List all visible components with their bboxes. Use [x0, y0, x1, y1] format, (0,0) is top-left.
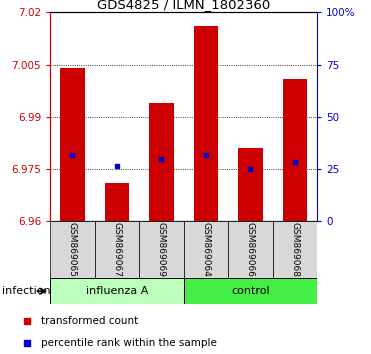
Text: GSM869067: GSM869067: [112, 222, 121, 277]
Text: control: control: [231, 286, 270, 296]
Text: GSM869065: GSM869065: [68, 222, 77, 277]
Bar: [60, 68, 85, 221]
Bar: [139, 221, 184, 278]
Text: GSM869068: GSM869068: [290, 222, 299, 277]
Text: GSM869069: GSM869069: [157, 222, 166, 277]
Text: GSM869064: GSM869064: [201, 222, 210, 277]
Bar: [283, 79, 307, 221]
Text: transformed count: transformed count: [41, 315, 138, 326]
Text: GSM869066: GSM869066: [246, 222, 255, 277]
Text: infection: infection: [2, 286, 50, 296]
Bar: [228, 221, 273, 278]
Bar: [149, 103, 174, 221]
Bar: [50, 278, 184, 304]
Bar: [194, 26, 218, 221]
Text: percentile rank within the sample: percentile rank within the sample: [41, 338, 217, 348]
Bar: [95, 221, 139, 278]
Title: GDS4825 / ILMN_1802360: GDS4825 / ILMN_1802360: [97, 0, 270, 11]
Bar: [273, 221, 317, 278]
Bar: [184, 221, 228, 278]
Bar: [50, 221, 95, 278]
Bar: [184, 278, 317, 304]
Text: influenza A: influenza A: [86, 286, 148, 296]
Bar: [238, 148, 263, 221]
Bar: [105, 183, 129, 221]
